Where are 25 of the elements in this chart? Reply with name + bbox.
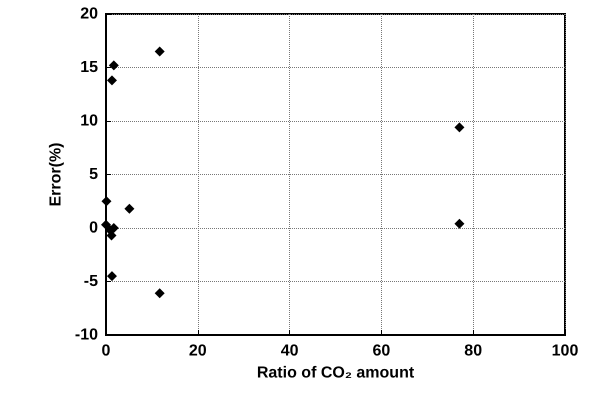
x-axis-title: Ratio of CO₂ amount [256,364,415,382]
y-tick-label: 5 [89,166,98,183]
y-tick-label: -5 [84,273,98,290]
y-axis-title: Error(%) [47,142,64,207]
y-tick-label: 20 [80,6,98,22]
x-tick-label: 60 [372,342,390,360]
y-tick-label: 15 [80,59,98,76]
point [124,204,134,214]
point [106,75,117,86]
point [101,220,111,230]
point [108,60,119,70]
point [106,271,117,282]
point [154,46,165,56]
point [454,122,464,132]
x-tick-label: 100 [552,342,578,360]
x-tick-label: 20 [188,342,207,360]
y-tick-label: -10 [74,326,98,344]
x-tick-label: 80 [464,342,482,360]
x-tick-label: 40 [280,342,299,360]
x-tick-label: 0 [102,342,111,360]
point [154,288,165,298]
y-tick-label: 0 [89,220,98,236]
point [101,196,112,206]
point [454,218,464,229]
y-tick-label: 10 [80,112,98,130]
